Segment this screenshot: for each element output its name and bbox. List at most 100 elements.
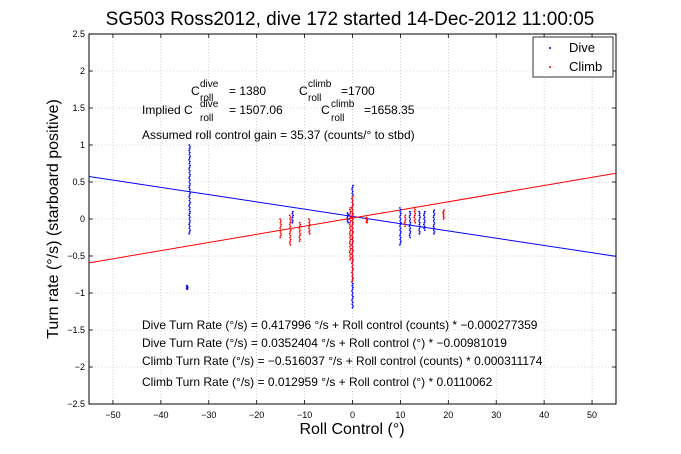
climb-data-point [349, 253, 352, 256]
dive-data-point [399, 244, 401, 246]
dive-data-point [189, 145, 192, 148]
legend-climb-marker [549, 66, 551, 68]
dive-data-point [189, 192, 192, 195]
climb-data-point [349, 216, 352, 219]
climb-data-point [351, 208, 354, 211]
climb-data-point [351, 251, 354, 254]
dive-data-point [185, 284, 188, 287]
dive-data-point [418, 212, 421, 215]
climb-data-point [351, 214, 354, 217]
climb-data-point [349, 244, 352, 246]
dive-data-point [188, 177, 191, 180]
climb-data-point [413, 207, 416, 209]
climb-data-point [349, 238, 352, 241]
climb-data-point [288, 214, 291, 217]
implied-label: Implied C [142, 103, 193, 117]
dive-data-point [188, 149, 191, 152]
dive-data-point [346, 212, 349, 214]
dive-data-point [188, 199, 191, 202]
dive-data-point [399, 210, 402, 213]
c-climb-value: =1700 [341, 84, 375, 98]
dive-data-point [433, 227, 436, 230]
climb-data-point [349, 229, 352, 232]
climb-data-point [308, 231, 311, 233]
dive-data-point [188, 225, 191, 228]
dive-data-point [418, 229, 420, 232]
climb-data-point [351, 264, 354, 267]
dive-data-point [188, 190, 191, 193]
equation-dive-counts: Dive Turn Rate (°/s) = 0.417996 °/s + Ro… [142, 318, 538, 332]
dive-data-point [399, 232, 402, 235]
climb-data-point [413, 216, 416, 219]
climb-data-point [351, 262, 353, 265]
climb-data-point [413, 214, 416, 217]
dive-data-point [433, 232, 435, 235]
dive-data-point [433, 212, 436, 215]
climb-fit-line [88, 172, 617, 264]
y-axis-label: Turn rate (°/s) (starboard positive) [45, 99, 62, 339]
dive-data-point [351, 292, 354, 294]
x-tick-label: 50 [587, 410, 597, 420]
climb-data-point [351, 275, 354, 278]
climb-data-point [348, 255, 351, 257]
climb-data-point [414, 221, 417, 224]
climb-data-point [351, 229, 354, 232]
x-axis-label: Roll Control (°) [299, 421, 404, 438]
dive-data-point [188, 166, 191, 169]
climb-data-point [289, 216, 292, 219]
dive-data-point [188, 181, 191, 183]
climb-data-point [442, 210, 445, 213]
dive-data-point [399, 216, 401, 219]
climb-data-point [351, 227, 354, 230]
dive-data-point [351, 299, 353, 302]
dive-data-point [399, 207, 401, 209]
climb-data-point [349, 249, 352, 252]
climb-data-point [279, 218, 282, 220]
climb-data-point [289, 219, 292, 222]
annotation-c-roll: C dive roll = 1380 C climb roll =1700 Im… [142, 79, 415, 142]
climb-data-point [414, 218, 416, 220]
dive-data-point [351, 306, 354, 309]
climb-data-point [279, 221, 282, 224]
climb-data-point [351, 266, 354, 268]
dive-data-point [351, 290, 353, 293]
dive-data-point [189, 219, 192, 222]
dive-data-point [433, 218, 436, 221]
climb-data-point [349, 212, 352, 215]
dive-data-point [399, 219, 402, 222]
legend: Dive Climb [532, 36, 614, 78]
dive-data-point [188, 207, 191, 209]
climb-data-point [298, 234, 301, 237]
dive-data-point [423, 212, 426, 215]
climb-data-point [308, 223, 311, 226]
climb-data-point [289, 218, 291, 220]
climb-data-point [413, 210, 416, 213]
climb-data-point [299, 232, 302, 235]
climb-data-point [351, 232, 354, 235]
dive-data-point [188, 214, 191, 217]
dive-data-point [188, 194, 191, 196]
dive-data-point [291, 221, 294, 224]
climb-data-point [348, 236, 351, 239]
dive-data-point [351, 288, 354, 291]
dive-data-point [347, 218, 349, 221]
dive-data-point [188, 168, 191, 170]
climb-data-point [308, 229, 311, 232]
dive-data-point [433, 223, 435, 226]
dive-data-point [399, 225, 401, 228]
y-tick-label: 0.5 [72, 177, 85, 187]
dive-data-point [189, 210, 192, 213]
climb-data-point [352, 221, 354, 224]
climb-data-point [404, 223, 407, 226]
dive-data-point [409, 218, 412, 220]
dive-data-point [399, 236, 402, 239]
dive-data-point [188, 205, 191, 207]
implied-climb-prefix: C [321, 103, 330, 117]
climb-data-point [352, 258, 354, 261]
climb-data-point [404, 218, 407, 220]
implied-dive-sup: dive [200, 99, 219, 110]
climb-data-point [351, 234, 353, 237]
dive-data-point [188, 203, 191, 206]
dive-data-point [409, 214, 411, 217]
climb-data-point [348, 251, 351, 254]
